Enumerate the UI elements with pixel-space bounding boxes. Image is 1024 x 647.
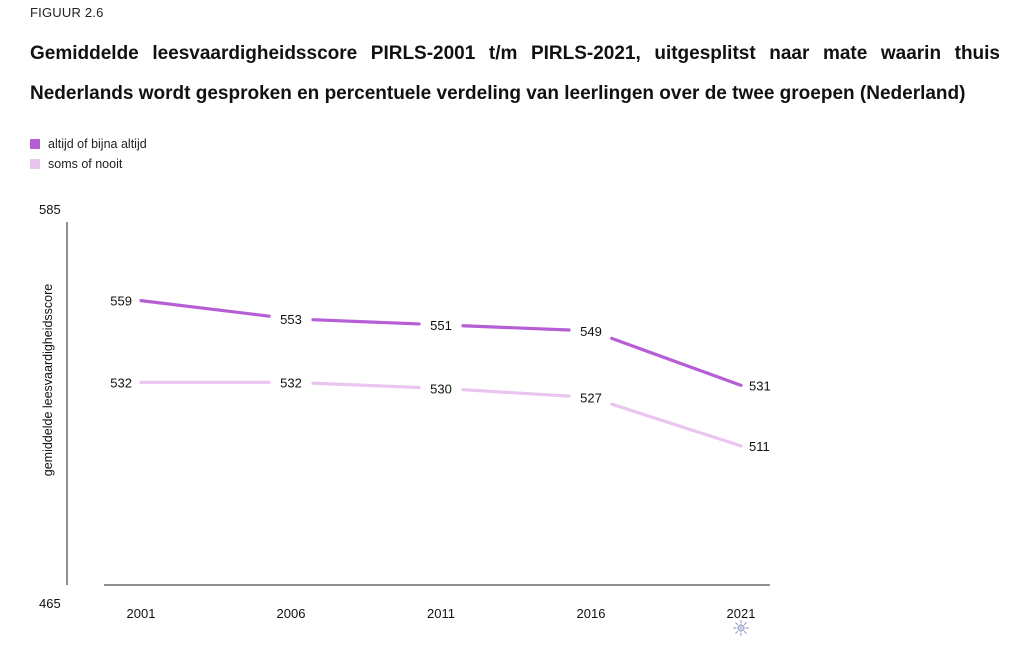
data-label-series-1-2016: 527 <box>580 390 602 405</box>
data-label-series-1-2006: 532 <box>280 375 302 390</box>
series-1-segment-2 <box>461 388 571 398</box>
data-label-series-1-2021: 511 <box>749 439 770 454</box>
x-tick-2006: 2006 <box>277 606 306 621</box>
legend-swatch-series-1 <box>30 159 40 169</box>
sun-icon <box>733 620 749 636</box>
series-1-segment-3 <box>610 402 743 448</box>
series-1-segment-1 <box>311 381 421 390</box>
figure-label: FIGUUR 2.6 <box>30 5 104 20</box>
data-label-series-0-2021: 531 <box>749 378 771 393</box>
data-label-series-1-2001: 532 <box>110 375 132 390</box>
x-tick-2021: 2021 <box>727 606 756 621</box>
y-tick-top: 585 <box>39 202 61 217</box>
data-label-series-0-2001: 559 <box>110 294 132 309</box>
series-0-segment-0 <box>139 299 271 318</box>
series-0-segment-3 <box>610 336 743 387</box>
data-label-series-0-2006: 553 <box>280 312 302 327</box>
legend-item-series-1: soms of nooit <box>30 154 147 174</box>
data-label-series-0-2011: 551 <box>430 318 452 333</box>
data-label-series-0-2016: 549 <box>580 324 602 339</box>
y-axis-label: gemiddelde leesvaardigheidsscore <box>41 284 55 477</box>
series-layer: 559 553 551 549 531 532 532 530 527 511 <box>110 294 770 454</box>
chart-title: Gemiddelde leesvaardigheidsscore PIRLS-2… <box>30 43 1000 104</box>
x-tick-2001: 2001 <box>127 606 156 621</box>
x-tick-2016: 2016 <box>577 606 606 621</box>
legend-swatch-series-0 <box>30 139 40 149</box>
data-label-series-1-2011: 530 <box>430 381 452 396</box>
series-0-segment-2 <box>461 324 571 332</box>
legend-label-series-1: soms of nooit <box>48 157 123 171</box>
x-tick-2011: 2011 <box>427 606 455 621</box>
legend: altijd of bijna altijd soms of nooit <box>30 134 147 174</box>
y-tick-bottom: 465 <box>39 596 61 611</box>
series-0-segment-1 <box>311 318 421 326</box>
x-tick-layer: 2001 2006 2011 2016 2021 <box>127 606 756 621</box>
legend-label-series-0: altijd of bijna altijd <box>48 137 147 151</box>
legend-item-series-0: altijd of bijna altijd <box>30 134 147 154</box>
